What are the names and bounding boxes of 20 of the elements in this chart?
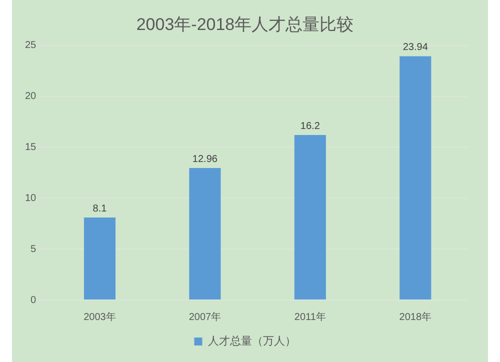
legend-label: 人才总量（万人） — [208, 334, 296, 348]
y-tick-label: 20 — [25, 91, 37, 102]
data-label: 16.2 — [300, 120, 320, 132]
y-tick-label: 25 — [25, 40, 37, 52]
y-tick-label: 15 — [25, 142, 37, 153]
x-tick-label: 2007年 — [188, 310, 222, 323]
bar — [294, 135, 326, 300]
x-tick-label: 2003年 — [84, 310, 116, 323]
bar — [400, 56, 432, 300]
x-tick-label: 2018年 — [399, 310, 432, 323]
y-tick-label: 0 — [30, 294, 37, 306]
y-tick-label: 10 — [25, 192, 37, 204]
chart-title: 2003年-2018年人才总量比较 — [136, 14, 354, 34]
data-label: 8.1 — [92, 203, 108, 214]
bar — [189, 168, 221, 300]
data-label: 23.94 — [402, 42, 428, 53]
x-tick-label: 2011年 — [294, 310, 326, 323]
y-tick-label: 5 — [30, 244, 37, 255]
data-label: 12.96 — [192, 154, 218, 165]
bar — [84, 218, 116, 300]
